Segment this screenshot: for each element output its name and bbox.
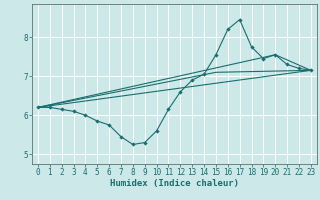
X-axis label: Humidex (Indice chaleur): Humidex (Indice chaleur)	[110, 179, 239, 188]
